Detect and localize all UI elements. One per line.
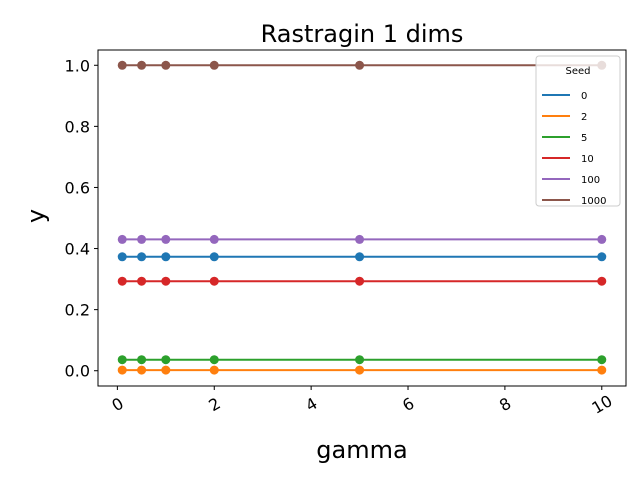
- y-tick-label: 0.4: [65, 240, 90, 259]
- data-point-100-2: [161, 234, 171, 244]
- data-point-2-2: [161, 365, 171, 375]
- legend-entry-1000: 1000: [581, 196, 606, 207]
- data-point-1000-4: [355, 60, 365, 70]
- y-tick-label: 0.2: [65, 301, 90, 320]
- legend: Seed 0 2 5 10 100 1000: [535, 55, 621, 207]
- data-point-10-4: [355, 276, 365, 286]
- data-point-0-3: [209, 252, 219, 262]
- data-point-0-5: [597, 252, 607, 262]
- data-point-5-2: [161, 355, 171, 365]
- legend-box: [535, 55, 621, 207]
- x-axis-label: gamma: [316, 436, 407, 464]
- data-point-2-4: [355, 365, 365, 375]
- data-point-10-5: [597, 276, 607, 286]
- data-point-100-1: [137, 234, 147, 244]
- legend-entry-2: 2: [581, 112, 587, 123]
- legend-entry-10: 10: [581, 154, 594, 165]
- data-point-0-2: [161, 252, 171, 262]
- legend-title: Seed: [566, 66, 591, 77]
- y-tick-label: 0.6: [65, 178, 90, 197]
- y-tick-label: 0.8: [65, 117, 90, 136]
- data-point-5-1: [137, 355, 147, 365]
- data-point-1000-2: [161, 60, 171, 70]
- data-point-5-5: [597, 355, 607, 365]
- data-point-1000-1: [137, 60, 147, 70]
- data-point-100-4: [355, 234, 365, 244]
- legend-entry-100: 100: [581, 175, 600, 186]
- data-point-100-5: [597, 234, 607, 244]
- data-point-10-2: [161, 276, 171, 286]
- data-point-2-3: [209, 365, 219, 375]
- legend-entry-0: 0: [581, 91, 587, 102]
- data-point-5-3: [209, 355, 219, 365]
- data-point-100-0: [117, 234, 127, 244]
- data-point-1000-0: [117, 60, 127, 70]
- data-point-2-1: [137, 365, 147, 375]
- legend-entry-5: 5: [581, 133, 587, 144]
- data-point-5-0: [117, 355, 127, 365]
- data-point-2-5: [597, 365, 607, 375]
- data-point-10-3: [209, 276, 219, 286]
- chart-title: Rastragin 1 dims: [261, 20, 464, 48]
- data-point-1000-3: [209, 60, 219, 70]
- data-point-0-0: [117, 252, 127, 262]
- data-point-0-1: [137, 252, 147, 262]
- data-point-5-4: [355, 355, 365, 365]
- data-point-2-0: [117, 365, 127, 375]
- data-point-10-1: [137, 276, 147, 286]
- data-point-100-3: [209, 234, 219, 244]
- data-point-0-4: [355, 252, 365, 262]
- data-point-10-0: [117, 276, 127, 286]
- y-tick-label: 1.0: [65, 56, 90, 75]
- y-axis-label: y: [22, 209, 50, 223]
- axes-frame: [97, 49, 627, 387]
- y-tick-label: 0.0: [65, 362, 90, 381]
